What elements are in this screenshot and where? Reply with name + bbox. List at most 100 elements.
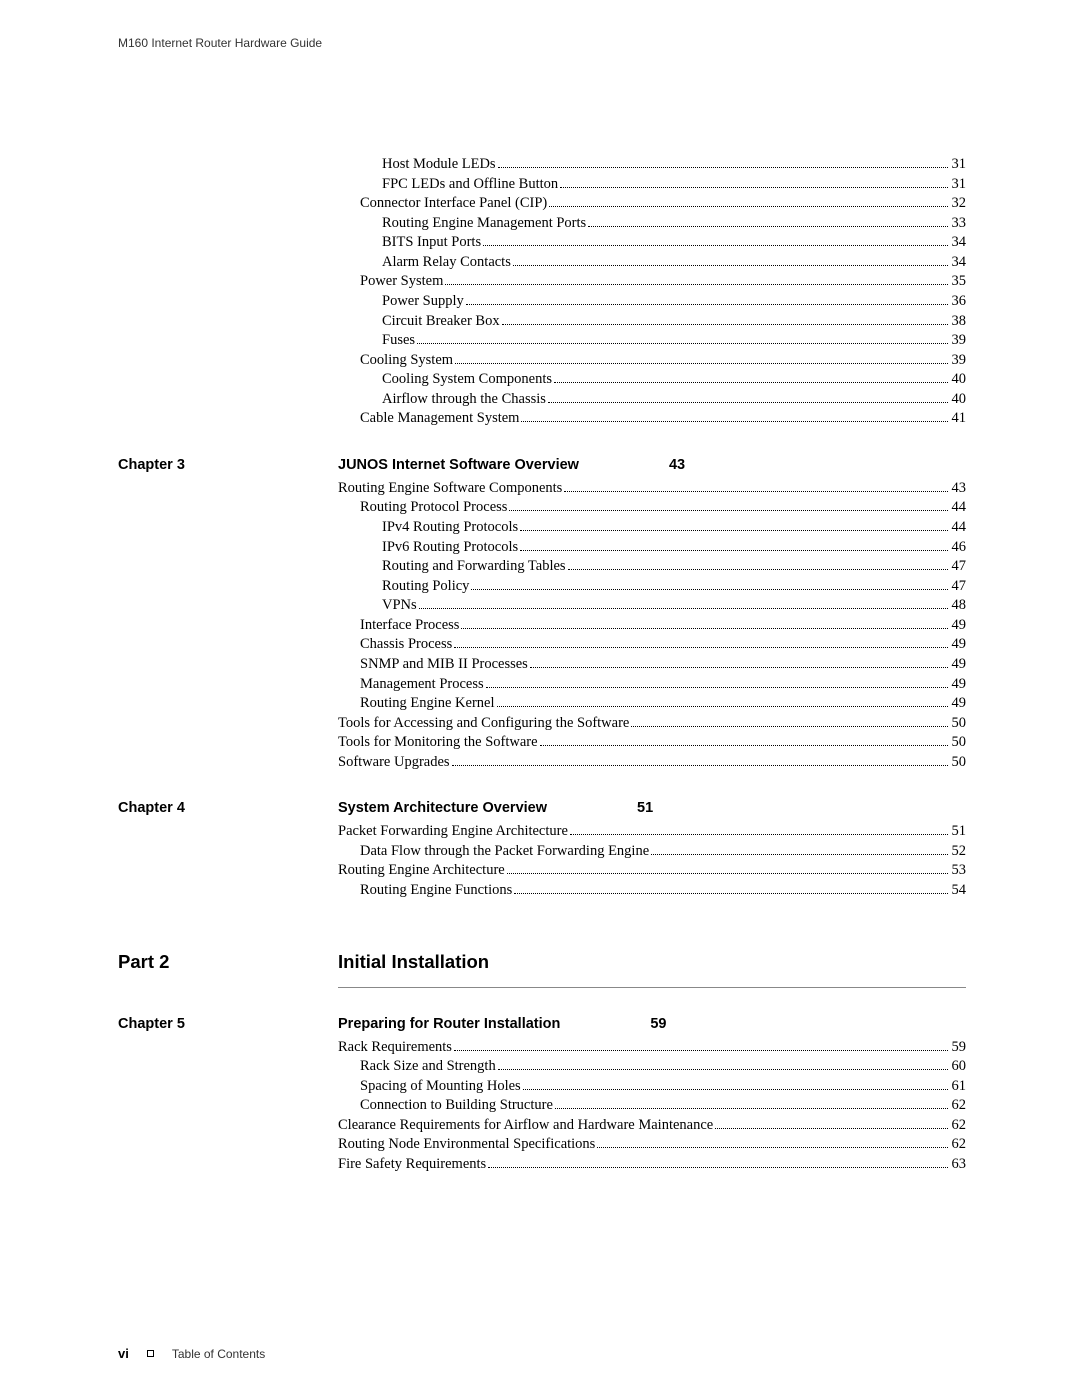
toc-entry: Power System 35 — [338, 272, 966, 292]
toc-content: Host Module LEDs31FPC LEDs and Offline B… — [118, 155, 966, 1199]
chapter-4-title: System Architecture Overview — [338, 800, 547, 816]
toc-entry-page: 49 — [952, 694, 967, 714]
toc-entry-page: 50 — [952, 733, 967, 753]
toc-entry-page: 50 — [952, 753, 967, 773]
toc-leader-dots — [488, 1167, 947, 1168]
toc-leader-dots — [521, 421, 947, 422]
toc-entry-text: Host Module LEDs — [382, 155, 496, 175]
toc-entry-text: Power Supply — [382, 292, 464, 312]
toc-leader-dots — [548, 402, 948, 403]
toc-entry: Tools for Monitoring the Software 50 — [338, 733, 966, 753]
toc-entry-page: 39 — [952, 351, 967, 371]
toc-entry-page: 63 — [952, 1155, 967, 1175]
toc-leader-dots — [564, 491, 947, 492]
toc-entry-text: Fire Safety Requirements — [338, 1155, 486, 1175]
part-2-title: Initial Installation — [338, 951, 966, 973]
toc-entry-page: 40 — [952, 390, 967, 410]
toc-leader-dots — [530, 667, 948, 668]
toc-entry-page: 62 — [952, 1135, 967, 1155]
chapter-5-label: Chapter 5 — [118, 1016, 338, 1032]
toc-leader-dots — [540, 745, 948, 746]
toc-leader-dots — [597, 1147, 947, 1148]
toc-entry: Routing Engine Kernel 49 — [338, 694, 966, 714]
part-2-label: Part 2 — [118, 951, 338, 973]
toc-group-ch5: Rack Requirements59Rack Size and Strengt… — [118, 1038, 966, 1175]
toc-entry: Airflow through the Chassis40 — [338, 390, 966, 410]
toc-leader-dots — [549, 206, 947, 207]
toc-entry-text: Spacing of Mounting Holes — [360, 1077, 521, 1097]
toc-leader-dots — [417, 343, 947, 344]
chapter-3-title: JUNOS Internet Software Overview — [338, 457, 579, 473]
chapter-5-page: 59 — [650, 1016, 666, 1032]
chapter-3-heading: Chapter 3 JUNOS Internet Software Overvi… — [118, 457, 966, 473]
chapter-4-heading: Chapter 4 System Architecture Overview 5… — [118, 800, 966, 816]
toc-entry: Data Flow through the Packet Forwarding … — [338, 842, 966, 862]
toc-leader-dots — [523, 1089, 948, 1090]
toc-entry-page: 35 — [952, 272, 967, 292]
toc-entry: Software Upgrades 50 — [338, 753, 966, 773]
toc-entry: Chassis Process 49 — [338, 635, 966, 655]
toc-entry-page: 62 — [952, 1116, 967, 1136]
toc-entry-page: 49 — [952, 655, 967, 675]
toc-leader-dots — [498, 167, 948, 168]
toc-entry: Routing Engine Architecture 53 — [338, 861, 966, 881]
toc-entry-page: 46 — [952, 538, 967, 558]
toc-entry: Packet Forwarding Engine Architecture 51 — [338, 822, 966, 842]
toc-leader-dots — [631, 726, 947, 727]
toc-entry: Routing Engine Software Components43 — [338, 479, 966, 499]
toc-entry-page: 49 — [952, 635, 967, 655]
toc-group-ch4: Packet Forwarding Engine Architecture 51D… — [118, 822, 966, 900]
toc-entry-text: Chassis Process — [360, 635, 452, 655]
toc-entry: Routing Engine Management Ports33 — [338, 214, 966, 234]
toc-group-ch3: Routing Engine Software Components43Rout… — [118, 479, 966, 772]
toc-entry-text: Power System — [360, 272, 443, 292]
toc-entry-page: 49 — [952, 616, 967, 636]
toc-entry-text: Software Upgrades — [338, 753, 450, 773]
toc-entry-page: 62 — [952, 1096, 967, 1116]
part-2-heading: Part 2 Initial Installation — [118, 951, 966, 973]
toc-group-continuation: Host Module LEDs31FPC LEDs and Offline B… — [118, 155, 966, 429]
toc-entry-text: Tools for Monitoring the Software — [338, 733, 538, 753]
toc-entry-page: 61 — [952, 1077, 967, 1097]
toc-entry-text: Routing and Forwarding Tables — [382, 557, 566, 577]
toc-entry-page: 33 — [952, 214, 967, 234]
toc-leader-dots — [461, 628, 947, 629]
toc-leader-dots — [570, 834, 948, 835]
toc-entry-text: Connector Interface Panel (CIP) — [360, 194, 547, 214]
toc-entry: Fuses39 — [338, 331, 966, 351]
toc-entry: Connection to Building Structure 62 — [338, 1096, 966, 1116]
toc-entry-page: 41 — [952, 409, 967, 429]
toc-entry: Management Process49 — [338, 675, 966, 695]
footer-page-number: vi — [118, 1346, 129, 1361]
toc-entry-page: 47 — [952, 557, 967, 577]
toc-entry-page: 31 — [952, 175, 967, 195]
toc-entry-page: 51 — [952, 822, 967, 842]
toc-entry: Power Supply36 — [338, 292, 966, 312]
toc-entry-text: Rack Size and Strength — [360, 1057, 496, 1077]
toc-leader-dots — [507, 873, 948, 874]
toc-entry-text: Connection to Building Structure — [360, 1096, 553, 1116]
toc-leader-dots — [471, 589, 947, 590]
toc-entry: VPNs48 — [338, 596, 966, 616]
toc-entry-text: Routing Engine Software Components — [338, 479, 562, 499]
toc-entry-page: 31 — [952, 155, 967, 175]
toc-entry: Clearance Requirements for Airflow and H… — [338, 1116, 966, 1136]
toc-leader-dots — [419, 608, 948, 609]
toc-entry-text: Packet Forwarding Engine Architecture — [338, 822, 568, 842]
toc-entry-page: 53 — [952, 861, 967, 881]
toc-entry-page: 38 — [952, 312, 967, 332]
toc-entry-text: Routing Engine Architecture — [338, 861, 505, 881]
toc-entry: Cooling System39 — [338, 351, 966, 371]
document-header: M160 Internet Router Hardware Guide — [118, 36, 322, 50]
toc-entry-text: IPv4 Routing Protocols — [382, 518, 518, 538]
chapter-4-page: 51 — [637, 800, 653, 816]
footer-square-icon — [147, 1350, 154, 1357]
chapter-3-label: Chapter 3 — [118, 457, 338, 473]
toc-entry-text: Interface Process — [360, 616, 459, 636]
toc-leader-dots — [509, 510, 947, 511]
toc-entry: SNMP and MIB II Processes49 — [338, 655, 966, 675]
toc-leader-dots — [454, 647, 947, 648]
toc-entry-text: Routing Engine Kernel — [360, 694, 495, 714]
chapter-5-heading: Chapter 5 Preparing for Router Installat… — [118, 1016, 966, 1032]
toc-entry: Routing Policy47 — [338, 577, 966, 597]
